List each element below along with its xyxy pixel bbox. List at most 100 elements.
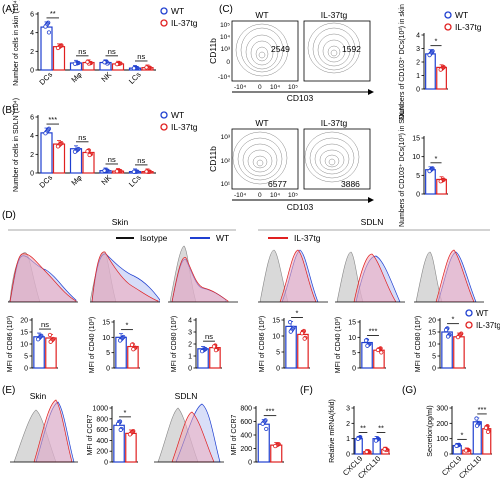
category-label: NK bbox=[99, 173, 113, 187]
data-point bbox=[102, 60, 107, 65]
flow-top-wt-title: WT bbox=[255, 10, 268, 20]
flow-bottom-xtick-0: -10⁴ bbox=[234, 192, 246, 199]
flow-top-right-frame bbox=[303, 20, 371, 82]
significance-label: * bbox=[435, 154, 438, 163]
bar-chart-c-sdln-cd103: 0 5 10 15 Numbers of CD103⁺ DCs(10³) in SDLN… bbox=[399, 105, 448, 227]
y-tick-label: 600 bbox=[240, 419, 252, 426]
bar-il37 bbox=[125, 432, 137, 463]
panel-label-g: (G) bbox=[402, 385, 416, 396]
flow-top-xarrow-head bbox=[368, 89, 374, 95]
y-tick-label: 400 bbox=[96, 438, 108, 445]
flow-top-xtick-1: 0 bbox=[258, 84, 262, 91]
data-point bbox=[445, 334, 451, 339]
flow-top-ytick-2: 10³ bbox=[221, 46, 231, 53]
hist-il37-curve bbox=[9, 253, 77, 302]
bar-chart-d-sdln-cd80: 0 5 10 15 20 MFI of CD80 (10³) * bbox=[415, 315, 466, 373]
y-tick-label: 1 bbox=[188, 354, 192, 361]
data-point bbox=[118, 427, 123, 432]
data-point bbox=[273, 443, 278, 449]
panel-label-f: (F) bbox=[300, 385, 313, 396]
significance-label: ** bbox=[378, 423, 384, 432]
legend-b: WT IL-37tg bbox=[160, 110, 198, 132]
significance-label: *** bbox=[266, 407, 275, 416]
y-tick-label: 1 bbox=[416, 73, 420, 80]
legend-d-bars: WT IL-37tg bbox=[465, 309, 500, 330]
histogram-d-sdln-cd80 bbox=[415, 249, 477, 302]
legend-c: WT IL-37tg bbox=[444, 10, 482, 32]
bar-chart-d-skin-cd86: 0 5 10 15 20 MFI of CD86 (10³) ns bbox=[7, 316, 58, 373]
flow-bottom-right-count: 3886 bbox=[341, 179, 360, 189]
bar-chart-d-sdln-cd40: 0 5 10 15 MFI of CD40 (10³) *** bbox=[335, 317, 386, 373]
y-tick-label: 0 bbox=[416, 87, 420, 94]
data-point bbox=[72, 149, 78, 154]
data-point bbox=[199, 349, 205, 354]
bar-wt bbox=[40, 132, 53, 174]
significance-label: ns bbox=[41, 320, 49, 329]
histogram-d-skin-cd40 bbox=[90, 251, 160, 302]
category-label: LCs bbox=[127, 70, 143, 86]
y-tick-label: 4 bbox=[416, 33, 420, 40]
legend-il37-marker bbox=[160, 123, 168, 131]
y-tick-label: 10 bbox=[20, 342, 28, 349]
significance-label: ns bbox=[108, 155, 116, 164]
legend-wt-line-label: WT bbox=[216, 233, 229, 243]
flow-bottom-left-frame bbox=[231, 128, 299, 190]
y-tick-label: 200 bbox=[96, 449, 108, 456]
data-point bbox=[131, 66, 137, 71]
y-axis-label: Number of cells in SDLN (10⁴) bbox=[13, 98, 20, 192]
y-tick-label: 600 bbox=[96, 427, 108, 434]
histograms-d: Skin SDLN Isotype WT IL-37tg bbox=[8, 217, 490, 303]
flow-top-right-contours bbox=[307, 22, 361, 74]
data-point bbox=[47, 332, 53, 338]
data-point bbox=[288, 329, 293, 334]
bar-wt bbox=[354, 438, 363, 455]
y-tick-label: 4 bbox=[188, 318, 192, 325]
flow-top-ytick-0: 10⁵ bbox=[220, 22, 230, 29]
data-point bbox=[454, 443, 459, 448]
y-tick-label: 10 bbox=[412, 154, 420, 161]
legend-wt-label: WT bbox=[476, 309, 489, 318]
data-point bbox=[463, 448, 469, 453]
y-axis-label: MFI of CD86 (10³) bbox=[259, 316, 266, 372]
y-tick-label: 1 bbox=[346, 436, 350, 443]
y-tick-label: 0 bbox=[352, 366, 356, 373]
hist-e-sdln-title: SDLN bbox=[175, 391, 198, 401]
data-point bbox=[46, 30, 52, 35]
flow-bottom-ylabel: CD11b bbox=[208, 146, 218, 172]
y-axis-label: Secretion(pg/ml) bbox=[427, 405, 434, 456]
y-axis-label: Numbers of CD103⁺ DCs(10³) in skin bbox=[399, 4, 406, 120]
y-tick-label: 5 bbox=[106, 350, 110, 357]
histogram-d-skin-cd86 bbox=[8, 252, 77, 302]
legend-il37-marker bbox=[465, 321, 473, 329]
bar-chart-c-skin-cd103: 0 1 2 3 4 Numbers of CD103⁺ DCs(10³) in skin * bbox=[399, 4, 448, 120]
legend-wt-marker bbox=[465, 309, 473, 317]
hist-e-skin-title: Skin bbox=[30, 391, 47, 401]
flow-bottom-xtick-3: 10⁵ bbox=[288, 192, 298, 199]
data-point bbox=[127, 432, 133, 437]
significance-label: *** bbox=[369, 326, 378, 335]
flow-bottom-right-contours bbox=[304, 131, 360, 183]
data-point bbox=[102, 168, 107, 173]
data-point bbox=[382, 447, 387, 452]
y-tick-label: 5 bbox=[352, 350, 356, 357]
y-tick-label: 1000 bbox=[92, 406, 108, 413]
flow-top-left-frame bbox=[231, 20, 299, 82]
y-tick-label: 0 bbox=[248, 460, 252, 467]
legend-wt-marker bbox=[160, 7, 168, 15]
y-tick-label: 0 bbox=[24, 366, 28, 373]
bar-chart-a-skin-cells: 0 2 4 6 Number of cells in skin (10⁴) ** DCs ns… bbox=[13, 0, 156, 87]
y-tick-label: 200 bbox=[240, 446, 252, 453]
bar-il37 bbox=[52, 46, 66, 71]
hist-il37-curve bbox=[171, 257, 229, 302]
y-tick-label: 2 bbox=[30, 152, 34, 159]
panel-label-b: (B) bbox=[2, 105, 15, 116]
data-point bbox=[87, 152, 92, 158]
y-tick-label: 4 bbox=[30, 133, 34, 140]
flow-top-xtick-0: -10⁴ bbox=[234, 84, 246, 91]
legend-a: WT IL-37tg bbox=[160, 6, 198, 28]
data-point bbox=[375, 347, 381, 353]
legend-il37-label: IL-37tg bbox=[171, 18, 198, 28]
y-axis-label: MFI of CD80 (10³) bbox=[171, 316, 178, 372]
y-tick-label: 15 bbox=[412, 136, 420, 143]
